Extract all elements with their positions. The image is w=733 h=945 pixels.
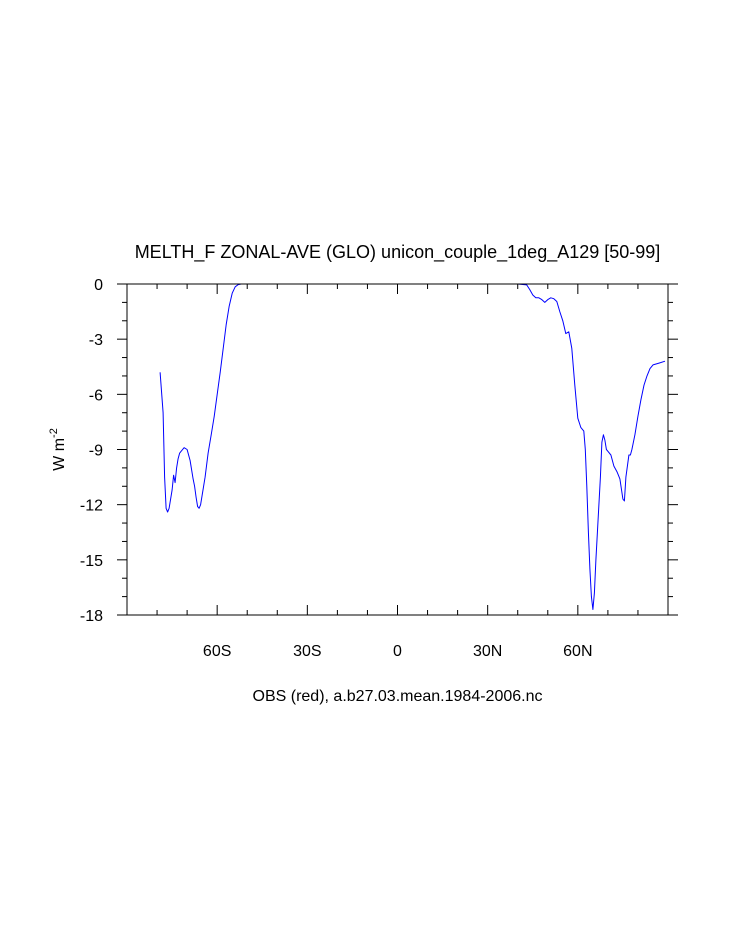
x-tick-label: 0 xyxy=(393,643,402,660)
x-tick-labels: 60S 30S 0 30N 60N xyxy=(203,643,593,660)
y-tick-labels: 0 -3 -6 -9 -12 -15 -18 xyxy=(80,277,103,625)
y-tick-label: -9 xyxy=(89,443,103,460)
series-layer xyxy=(159,283,666,610)
ticks-layer xyxy=(117,283,678,616)
plot-frame xyxy=(126,283,669,616)
y-axis-title-main: W m xyxy=(51,438,68,471)
series-line xyxy=(159,283,666,610)
y-tick-label: -12 xyxy=(80,498,103,515)
y-tick-label: -15 xyxy=(80,553,103,570)
x-tick-label: 30N xyxy=(473,643,502,660)
y-axis-title: W m-2 xyxy=(48,428,68,471)
y-tick-label: 0 xyxy=(94,277,103,294)
chart-title: MELTH_F ZONAL-AVE (GLO) unicon_couple_1d… xyxy=(135,242,661,263)
y-axis-title-superscript: -2 xyxy=(48,428,60,438)
y-tick-label: -3 xyxy=(89,332,103,349)
x-axis-title: OBS (red), a.b27.03.mean.1984-2006.nc xyxy=(253,688,543,705)
y-tick-label: -6 xyxy=(89,387,103,404)
y-tick-label: -18 xyxy=(80,608,103,625)
x-tick-label: 60N xyxy=(563,643,592,660)
x-tick-label: 60S xyxy=(203,643,231,660)
x-tick-label: 30S xyxy=(293,643,321,660)
